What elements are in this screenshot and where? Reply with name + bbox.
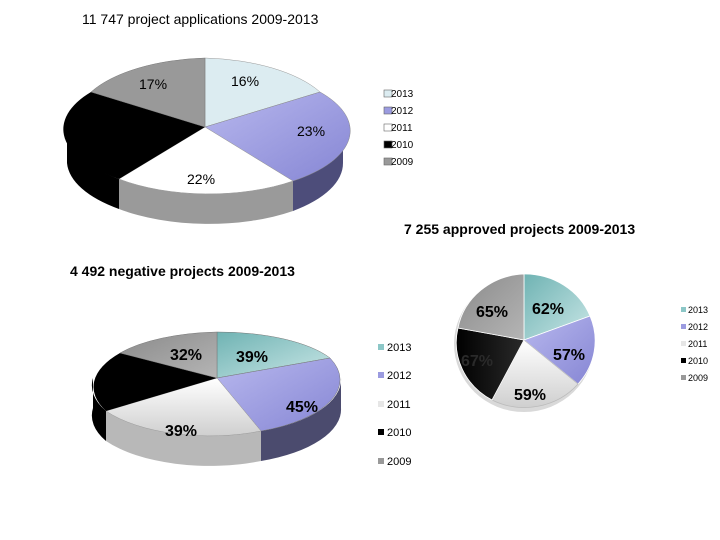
data-label-2010: 67% [461, 353, 493, 370]
pie-slice-2013 [216, 331, 331, 379]
pie-slice-2011 [491, 339, 579, 408]
legend-label-2013: 2013 [387, 342, 411, 354]
applications-chart: 11 747 project applications 2009-2013 17… [63, 11, 414, 224]
pie-slice-2012 [216, 357, 341, 432]
legend-label-2010: 2010 [387, 427, 411, 439]
pie-slice-2010 [455, 327, 525, 401]
pie-slice-2009 [119, 331, 218, 379]
pie-slice-side-2010 [91, 378, 106, 441]
chart-title: 11 747 project applications 2009-2013 [82, 11, 319, 27]
legend-label-2009: 2009 [688, 373, 708, 383]
pie-slice-2012 [204, 91, 351, 182]
legend-swatch-2009 [383, 157, 393, 166]
pie-slice-2010 [63, 92, 206, 179]
legend-swatch-2010 [378, 429, 384, 435]
legend-label-2012: 2012 [688, 322, 708, 332]
negative-projects-chart: 4 492 negative projects 2009-2013 32% 39… [70, 263, 411, 468]
legend: 2013 2012 2011 2010 2009 [383, 89, 414, 168]
pie-slice-side-2011 [119, 179, 293, 224]
pie-slice-2012 [523, 315, 596, 385]
pie-slice-side-2012 [293, 133, 344, 211]
legend: 2013 2012 2011 2010 2009 [378, 342, 411, 468]
legend-label-2009: 2009 [387, 456, 411, 468]
data-label-2009: 17% [139, 76, 167, 92]
legend-label-2013: 2013 [688, 305, 708, 315]
legend-label-2010: 2010 [391, 140, 414, 151]
data-label-2013: 39% [236, 349, 268, 366]
legend-swatch-2012 [378, 372, 384, 378]
approved-projects-chart: 7 255 approved projects 2009-2013 65% 62… [404, 221, 708, 412]
legend-swatch-2010 [383, 140, 393, 149]
data-label-2011: 39% [165, 423, 197, 440]
pie-slice-side-2012 [261, 378, 342, 461]
pie-slice-2010 [93, 353, 217, 411]
legend-swatch-2013 [378, 344, 384, 350]
data-label-2012: 45% [286, 399, 318, 416]
pie-slice-2009 [457, 273, 525, 341]
pie-slice-side-2011 [106, 411, 261, 466]
pie-slice-2009 [90, 57, 206, 128]
data-label-2013: 16% [231, 73, 259, 89]
legend-label-2009: 2009 [391, 157, 414, 168]
legend-swatch-2010 [681, 358, 686, 363]
legend-label-2012: 2012 [391, 106, 414, 117]
legend-swatch-2013 [383, 89, 393, 98]
legend-swatch-2011 [378, 401, 384, 407]
legend-swatch-2011 [681, 341, 686, 346]
legend-label-2011: 2011 [387, 399, 411, 411]
legend-label-2010: 2010 [688, 356, 708, 366]
legend-swatch-2012 [681, 324, 686, 329]
data-label-2011: 59% [514, 387, 546, 404]
data-label-2011: 22% [187, 171, 215, 187]
legend-swatch-2009 [681, 375, 686, 380]
pie-slice-side-2010 [67, 133, 119, 209]
legend: 2013 2012 2011 2010 2009 [681, 305, 708, 383]
data-label-2013: 62% [532, 301, 564, 318]
legend-label-2011: 2011 [391, 123, 413, 134]
legend-swatch-2013 [681, 307, 686, 312]
chart-title: 7 255 approved projects 2009-2013 [404, 221, 635, 237]
data-label-2012: 23% [297, 123, 325, 139]
pie-slice-2011 [118, 126, 294, 195]
legend-swatch-2009 [378, 458, 384, 464]
legend-swatch-2012 [383, 106, 393, 115]
pie-slice-2011 [105, 377, 262, 437]
data-label-2009: 65% [476, 304, 508, 321]
legend-label-2012: 2012 [387, 370, 411, 382]
data-label-2012: 57% [553, 347, 585, 364]
pie-slice-2013 [204, 57, 321, 128]
pie-slice-2013 [523, 273, 591, 341]
legend-swatch-2011 [383, 123, 393, 132]
legend-label-2011: 2011 [688, 339, 707, 349]
chart-title: 4 492 negative projects 2009-2013 [70, 263, 295, 279]
legend-label-2013: 2013 [391, 89, 414, 100]
data-label-2009: 32% [170, 347, 202, 364]
